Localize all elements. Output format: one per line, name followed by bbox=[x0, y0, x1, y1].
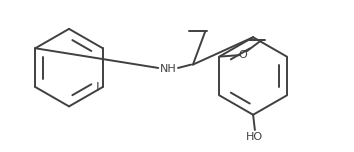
Text: I: I bbox=[96, 81, 99, 93]
Text: NH: NH bbox=[160, 64, 177, 74]
Text: HO: HO bbox=[246, 132, 263, 142]
Text: O: O bbox=[238, 50, 247, 60]
